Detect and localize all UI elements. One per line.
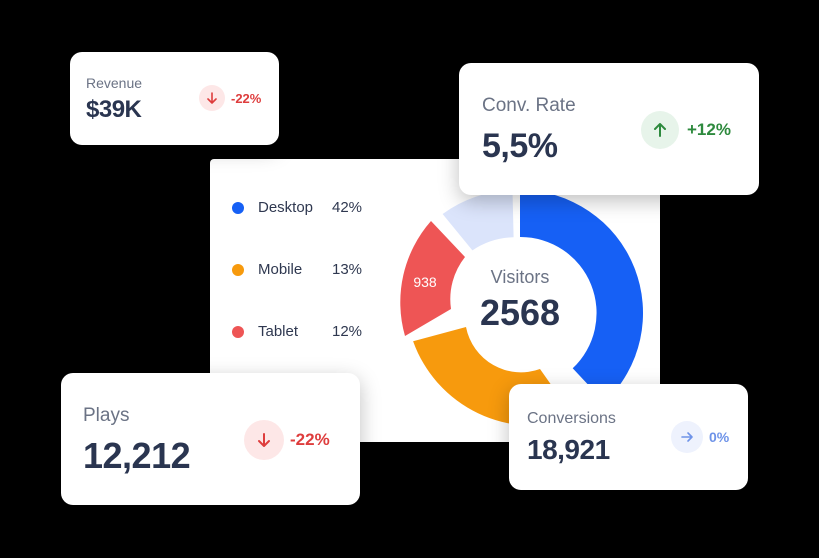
segment-value-label: 938 (413, 274, 437, 290)
revenue-value: $39K (86, 96, 142, 123)
revenue-label: Revenue (86, 75, 143, 91)
revenue-change-badge: -22% (199, 85, 261, 111)
arrow-down-icon (199, 85, 225, 111)
conversion-rate-change-badge: +12% (641, 111, 731, 149)
conversion-rate-label: Conv. Rate (482, 95, 576, 116)
arrow-right-icon (671, 421, 703, 453)
legend-percent: 12% (332, 323, 363, 340)
arrow-down-icon (244, 420, 284, 460)
conversions-label: Conversions (527, 410, 616, 427)
conversion-rate-change: +12% (687, 120, 731, 139)
donut-center-value: 2568 (480, 292, 560, 333)
conversion-rate-value: 5,5% (482, 127, 558, 165)
plays-change: -22% (290, 430, 330, 449)
donut-center-label: Visitors (491, 267, 550, 287)
arrow-up-icon (641, 111, 679, 149)
mobile-dot (232, 263, 244, 276)
plays-card: Plays 12,212 -22% (61, 373, 360, 505)
conversions-card: Conversions 18,921 0% (509, 384, 748, 490)
visitors-donut-chart: 938 Visitors 2568 (400, 190, 644, 426)
donut-segment-desktop[interactable] (520, 190, 644, 403)
legend-name: Desktop (258, 199, 314, 216)
plays-change-badge: -22% (244, 420, 330, 460)
legend-name: Mobile (258, 261, 303, 278)
legend-item-mobile: Mobile 13% (232, 261, 362, 278)
revenue-card: Revenue $39K -22% (70, 52, 279, 145)
legend-item-tablet: Tablet 12% (232, 323, 362, 340)
legend-percent: 13% (332, 261, 363, 278)
donut-segment-other[interactable] (442, 190, 514, 251)
conversions-change: 0% (709, 429, 730, 445)
desktop-dot (232, 201, 244, 214)
legend-item-desktop: Desktop 42% (232, 199, 362, 216)
donut-segment-tablet[interactable] (400, 221, 465, 336)
legend-name: Tablet (258, 323, 299, 340)
tablet-dot (232, 325, 244, 338)
conversions-value: 18,921 (527, 434, 610, 465)
revenue-change: -22% (231, 90, 262, 106)
plays-value: 12,212 (83, 435, 191, 476)
plays-label: Plays (83, 405, 130, 426)
conversion-rate-card: Conv. Rate 5,5% +12% (459, 63, 759, 195)
legend-percent: 42% (332, 199, 363, 216)
conversions-change-badge: 0% (671, 421, 729, 453)
